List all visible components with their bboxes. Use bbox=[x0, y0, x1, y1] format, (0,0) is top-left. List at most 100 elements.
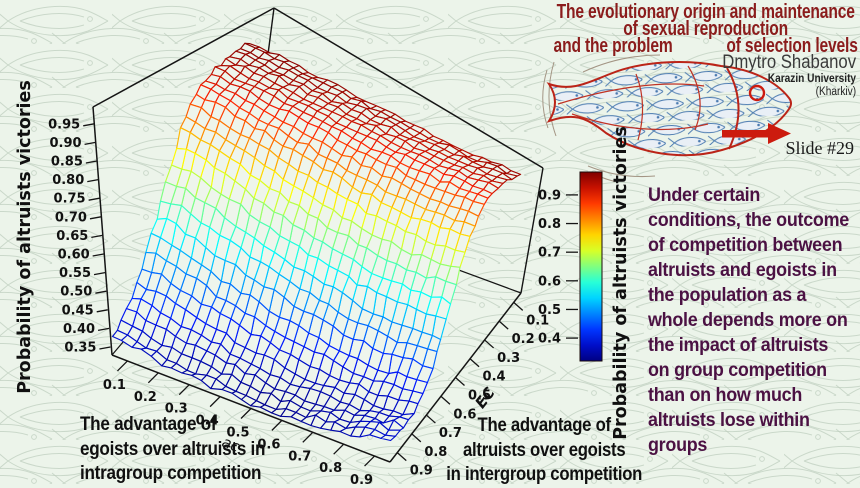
y-tick bbox=[484, 339, 495, 349]
colorbar-tick-label: 0.5 bbox=[538, 303, 561, 318]
colorbar: 0.9 0.8 0.7 0.6 0.5 0.4 Probability of altrui… bbox=[538, 126, 631, 440]
text-line: The advantage of bbox=[80, 414, 217, 435]
z-tick bbox=[97, 327, 110, 332]
title-line-3-left: and the problem bbox=[553, 35, 673, 57]
text-line: conditions, the outcome bbox=[648, 209, 849, 231]
y-tick-label: 0.9 bbox=[410, 464, 433, 479]
box-top-right-edge bbox=[273, 7, 544, 169]
x-tick-label: 0.3 bbox=[165, 402, 188, 417]
z-tick-label: 0.35 bbox=[64, 341, 96, 356]
text-line: altruists over egoists bbox=[463, 439, 626, 461]
text-line: than on how much bbox=[648, 384, 803, 406]
z-tick-label: 0.80 bbox=[52, 173, 84, 188]
y-tick-label: 0.1 bbox=[526, 313, 549, 328]
x-tick bbox=[209, 396, 221, 408]
y-tick bbox=[469, 358, 480, 368]
text-line: altruists lose within bbox=[648, 409, 810, 431]
author-block: Dmytro Shabanov Karazin University (Khar… bbox=[722, 52, 856, 99]
x-tick bbox=[302, 431, 314, 443]
x-tick-label: 0.9 bbox=[350, 473, 373, 484]
z-tick-label: 0.45 bbox=[62, 303, 94, 318]
z-tick bbox=[99, 346, 111, 350]
z-tick-label: 0.70 bbox=[55, 210, 87, 225]
author-affiliation: Karazin University bbox=[767, 73, 856, 85]
title-line-3: and the problem of selection levels bbox=[552, 35, 859, 57]
z-axis-line bbox=[92, 106, 113, 356]
z-tick-label: 0.50 bbox=[60, 285, 92, 300]
title-line-3-right: of selection levels bbox=[726, 35, 858, 57]
z-tick bbox=[87, 178, 99, 183]
motion-lines bbox=[542, 54, 661, 182]
colorbar-tick-label: 0.8 bbox=[538, 217, 561, 232]
x-tick-label: 0.6 bbox=[257, 437, 280, 452]
z-tick-label: 0.60 bbox=[58, 248, 90, 263]
z-tick bbox=[85, 160, 98, 164]
surface-mesh-cell bbox=[112, 329, 129, 341]
z-tick bbox=[92, 253, 104, 257]
surface-mesh bbox=[112, 42, 522, 442]
z-tick-label: 0.95 bbox=[48, 117, 80, 132]
text-line: whole depends more on bbox=[648, 309, 848, 331]
x-tick bbox=[240, 408, 252, 419]
slide-number: Slide #29 bbox=[785, 138, 854, 158]
z-tick-label: 0.65 bbox=[56, 229, 88, 244]
direction-arrow-icon bbox=[722, 123, 791, 144]
box-right-vertical-edge bbox=[520, 167, 544, 294]
z-axis-title: Probability of altruists victories bbox=[15, 80, 35, 394]
inner-streamlines bbox=[557, 65, 709, 141]
y-tick bbox=[425, 414, 436, 424]
box-top-left-edge bbox=[92, 7, 275, 108]
title-line-2: of sexual reproduction bbox=[623, 18, 789, 40]
gill-line bbox=[726, 67, 740, 150]
y-tick-label: 0.7 bbox=[439, 426, 462, 441]
x-tick bbox=[271, 419, 283, 431]
z-tick bbox=[83, 123, 95, 127]
x-tick bbox=[333, 443, 345, 455]
colorbar-tick-label: 0.6 bbox=[538, 274, 561, 289]
text-line: on group competition bbox=[648, 359, 827, 381]
x-tick bbox=[364, 455, 376, 467]
colorbar-ticks: 0.9 0.8 0.7 0.6 0.5 0.4 bbox=[538, 188, 578, 347]
colorbar-title: Probability of altruists victories bbox=[611, 126, 631, 440]
text-line: the population as a bbox=[648, 284, 807, 306]
fish-of-fishes-illustration bbox=[542, 54, 792, 182]
body-text: Under certain conditions, the outcome of c… bbox=[648, 183, 860, 458]
y-tick-label: 0.5 bbox=[468, 389, 491, 404]
text-line: altruists and egoists in bbox=[648, 259, 837, 281]
z-tick-label: 0.85 bbox=[51, 155, 83, 170]
title-line-1: The evolutionary origin and maintenance bbox=[556, 1, 855, 23]
z-tick-label: 0.75 bbox=[54, 192, 86, 207]
y-tick bbox=[411, 433, 422, 443]
text-line: groups bbox=[648, 434, 708, 456]
x-axis-title: ac bbox=[219, 433, 242, 456]
z-tick-label: 0.90 bbox=[49, 136, 81, 151]
z-tick-label: 0.40 bbox=[63, 322, 95, 337]
author-city: (Kharkiv) bbox=[815, 86, 856, 98]
x-tick-label: 0.7 bbox=[288, 449, 311, 464]
text-line: of competition between bbox=[648, 234, 843, 256]
y-tick-label: 0.3 bbox=[497, 351, 520, 366]
x-tick-label: 0.4 bbox=[196, 414, 219, 429]
x-tick bbox=[178, 384, 190, 396]
author-name: Dmytro Shabanov bbox=[722, 52, 856, 73]
slide-title: The evolutionary origin and maintenance … bbox=[552, 1, 859, 57]
text-line: the impact of altruists bbox=[648, 334, 829, 356]
z-tick bbox=[89, 216, 102, 220]
x-tick-label: 0.8 bbox=[319, 461, 342, 476]
x-tick-label: 0.1 bbox=[103, 378, 126, 393]
z-tick bbox=[91, 234, 103, 239]
y-tick bbox=[513, 301, 524, 311]
colorbar-tick-label: 0.4 bbox=[538, 332, 561, 347]
colorbar-tick-label: 0.7 bbox=[538, 246, 561, 261]
colorbar-tick-label: 0.9 bbox=[538, 188, 561, 203]
text-line: intragroup competition bbox=[80, 463, 262, 484]
x-tick bbox=[116, 360, 128, 372]
colorbar-gradient bbox=[579, 171, 603, 362]
z-tick bbox=[96, 309, 108, 313]
y-tick bbox=[396, 452, 407, 462]
y-tick-label: 0.4 bbox=[483, 370, 506, 385]
z-tick-label: 0.55 bbox=[59, 266, 91, 281]
y-tick bbox=[455, 377, 465, 386]
